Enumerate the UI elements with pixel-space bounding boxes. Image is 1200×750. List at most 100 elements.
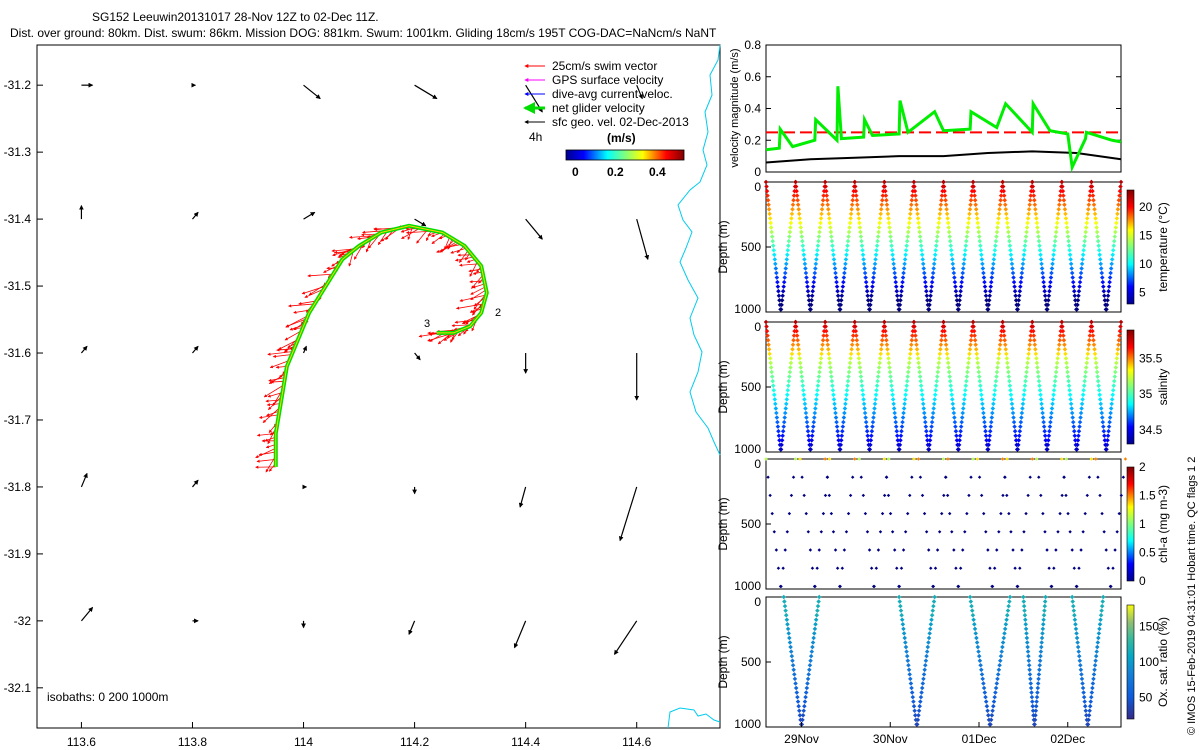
section-point: [980, 266, 986, 271]
section-point: [939, 333, 945, 338]
section-point: [800, 378, 805, 384]
section-point: [971, 328, 977, 334]
section-colorbar: [1126, 329, 1135, 445]
section-point: [778, 307, 784, 312]
section-point: [809, 298, 814, 303]
section-point: [957, 438, 962, 443]
section-point: [975, 365, 981, 370]
section-point: [829, 378, 835, 384]
section-point: [912, 457, 916, 461]
section-point: [870, 419, 876, 425]
section-point: [776, 566, 781, 570]
section-point: [982, 424, 988, 429]
section-point: [1055, 211, 1061, 217]
section-point: [924, 653, 929, 659]
section-point: [903, 387, 909, 393]
section-point: [1102, 433, 1107, 439]
section-point: [810, 566, 815, 570]
section-point: [1064, 365, 1070, 370]
section-point: [1089, 694, 1094, 700]
map-x-tick-label: 114.6: [622, 735, 651, 749]
section-point: [1112, 234, 1118, 239]
section-point: [1071, 284, 1077, 289]
section-point: [936, 360, 942, 366]
section-y-tick-label: 1000: [734, 717, 761, 731]
section-point: [1025, 220, 1030, 226]
section-point: [899, 424, 905, 429]
section-point: [1028, 193, 1033, 198]
section-point: [1080, 685, 1086, 691]
section-point: [799, 369, 804, 375]
section-point: [928, 293, 933, 299]
section-point: [941, 324, 947, 329]
swim-arrow: [459, 250, 469, 263]
colorbar-tick-label: 1: [1139, 517, 1146, 531]
section-point: [806, 438, 812, 443]
section-point: [905, 369, 911, 375]
section-point: [1032, 717, 1038, 723]
map-axes-box: [36, 44, 721, 729]
section-point: [998, 337, 1003, 343]
section-point: [809, 438, 814, 443]
section-point: [1095, 640, 1101, 645]
section-point: [1023, 626, 1029, 632]
section-point: [1018, 566, 1022, 570]
section-point: [1031, 188, 1036, 194]
section-point: [1073, 438, 1078, 443]
section-point: [840, 424, 846, 429]
section-point: [892, 275, 898, 280]
section-point: [1016, 438, 1022, 443]
map-y-tick-label: -32: [14, 614, 32, 628]
section-point: [959, 419, 964, 425]
section-point: [865, 433, 870, 439]
section-point: [861, 401, 867, 407]
section-point: [982, 511, 986, 516]
section-point: [874, 383, 880, 388]
geostrophic-arrow: [80, 606, 94, 622]
section-point: [1029, 694, 1035, 700]
section-point: [1095, 374, 1100, 379]
section-point: [1016, 584, 1020, 589]
section-panel-chl: 0 500 1000 Depth (m) 0 0.5 1 1.5 2 chl-a (mg m-3): [716, 457, 1170, 593]
section-point: [1104, 307, 1109, 312]
section-point: [1070, 599, 1075, 604]
section-point: [958, 566, 963, 570]
section-point: [992, 566, 997, 570]
section-point: [768, 365, 774, 370]
section-point: [929, 566, 933, 570]
section-point: [929, 284, 934, 289]
section-point: [964, 374, 970, 379]
section-point: [1037, 383, 1042, 388]
section-profiles: [763, 319, 1124, 452]
section-y-tick-label: 1000: [734, 302, 761, 316]
section-point: [1101, 428, 1107, 434]
section-point: [1112, 378, 1117, 384]
section-point: [1078, 662, 1083, 668]
colorbar-title: (m/s): [607, 131, 636, 145]
swim-arrow: [268, 373, 286, 384]
section-point: [1026, 493, 1030, 498]
section-point: [816, 378, 821, 384]
section-point: [1022, 530, 1026, 534]
section-point: [839, 438, 844, 443]
section-point: [820, 337, 826, 343]
section-point: [803, 270, 809, 276]
section-point: [1018, 284, 1023, 289]
section-point: [1038, 397, 1044, 402]
section-point: [775, 419, 780, 425]
section-point: [901, 410, 906, 416]
section-point: [1084, 713, 1089, 718]
section-point: [1079, 401, 1085, 407]
section-point: [1100, 279, 1106, 285]
legend-interval: 4h: [529, 130, 542, 144]
section-point: [869, 293, 874, 299]
section-point: [797, 708, 802, 714]
section-point: [770, 378, 775, 384]
section-point: [956, 447, 961, 452]
section-point: [918, 475, 923, 479]
section-point: [982, 284, 988, 289]
section-point: [946, 457, 950, 461]
swim-arrow: [269, 360, 290, 369]
section-point: [805, 284, 810, 289]
section-point: [943, 475, 948, 479]
